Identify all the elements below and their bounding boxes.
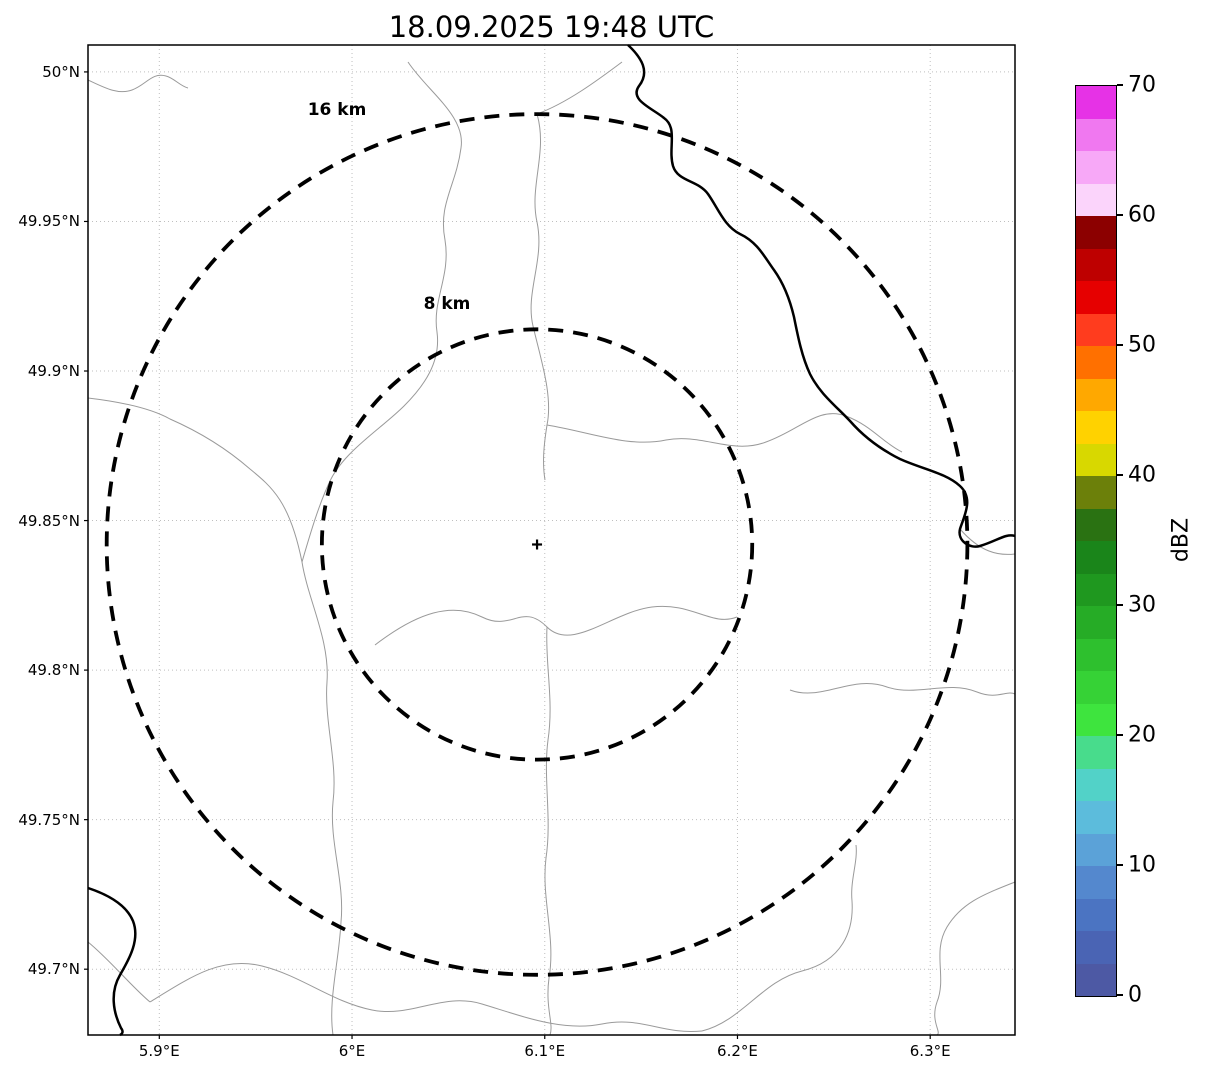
colorbar-tick-mark — [1117, 84, 1123, 86]
colorbar-segment — [1076, 378, 1116, 411]
colorbar-label: dBZ — [1168, 517, 1194, 563]
x-tick-label: 5.9°E — [138, 1042, 180, 1060]
colorbar-segment — [1076, 508, 1116, 541]
colorbar-segment — [1076, 216, 1116, 249]
colorbar-segment — [1076, 476, 1116, 509]
y-tick-label: 49.7°N — [27, 960, 80, 979]
colorbar-segment — [1076, 118, 1116, 151]
gridlines — [88, 45, 1015, 1035]
y-tick-label: 49.75°N — [18, 810, 80, 829]
axis-ticks — [84, 71, 931, 1039]
colorbar-tick-mark — [1117, 734, 1123, 736]
colorbar-tick-mark — [1117, 344, 1123, 346]
district-boundaries — [87, 61, 1016, 1036]
colorbar-segment — [1076, 248, 1116, 281]
colorbar-tick-label: 30 — [1128, 592, 1156, 618]
colorbar-segment — [1076, 573, 1116, 606]
colorbar-segment — [1076, 703, 1116, 736]
y-tick-label: 49.95°N — [18, 212, 80, 231]
plot-frame — [87, 44, 1016, 1036]
y-tick-label: 49.9°N — [27, 362, 80, 380]
colorbar-tick-label: 50 — [1128, 332, 1156, 358]
colorbar-segment — [1076, 963, 1116, 996]
colorbar-segment — [1076, 183, 1116, 216]
river-border — [87, 44, 1016, 1037]
colorbar-tick-label: 20 — [1128, 722, 1156, 748]
x-tick-label: 6°E — [338, 1042, 366, 1060]
colorbar-segment — [1076, 281, 1116, 314]
radar-site-marker — [532, 539, 543, 550]
x-tick-label: 6.3°E — [909, 1042, 951, 1060]
colorbar-tick-mark — [1117, 864, 1123, 866]
colorbar-tick-label: 40 — [1128, 462, 1156, 488]
colorbar-segment — [1076, 151, 1116, 184]
colorbar-segment — [1076, 671, 1116, 704]
colorbar-tick-mark — [1117, 214, 1123, 216]
colorbar — [1075, 85, 1117, 997]
colorbar-tick-label: 60 — [1128, 202, 1156, 228]
colorbar-segment — [1076, 313, 1116, 346]
colorbar-segment — [1076, 866, 1116, 899]
colorbar-segment — [1076, 931, 1116, 964]
colorbar-segment — [1076, 411, 1116, 444]
colorbar-segment — [1076, 768, 1116, 801]
colorbar-segment — [1076, 801, 1116, 834]
colorbar-segment — [1076, 346, 1116, 379]
colorbar-tick-mark — [1117, 604, 1123, 606]
colorbar-segment — [1076, 86, 1116, 119]
range-ring-label-16km: 16 km — [307, 100, 367, 120]
colorbar-segment — [1076, 736, 1116, 769]
y-tick-label: 50°N — [42, 62, 80, 81]
colorbar-tick-label: 10 — [1128, 852, 1156, 878]
colorbar-segment — [1076, 898, 1116, 931]
colorbar-segment — [1076, 443, 1116, 476]
x-tick-label: 6.1°E — [524, 1042, 566, 1060]
range-ring-label-8km: 8 km — [423, 294, 471, 314]
colorbar-tick-mark — [1117, 474, 1123, 476]
x-tick-label: 6.2°E — [717, 1042, 758, 1060]
colorbar-segment — [1076, 541, 1116, 574]
y-tick-label: 49.85°N — [18, 511, 80, 530]
plot-title: 18.09.2025 19:48 UTC — [388, 10, 715, 44]
colorbar-tick-label: 0 — [1128, 982, 1142, 1008]
range-rings — [104, 112, 970, 977]
colorbar-tick-label: 70 — [1128, 72, 1156, 98]
colorbar-segment — [1076, 833, 1116, 866]
colorbar-segment — [1076, 606, 1116, 639]
colorbar-segment — [1076, 638, 1116, 671]
colorbar-tick-mark — [1117, 994, 1123, 996]
y-tick-label: 49.8°N — [27, 661, 80, 680]
